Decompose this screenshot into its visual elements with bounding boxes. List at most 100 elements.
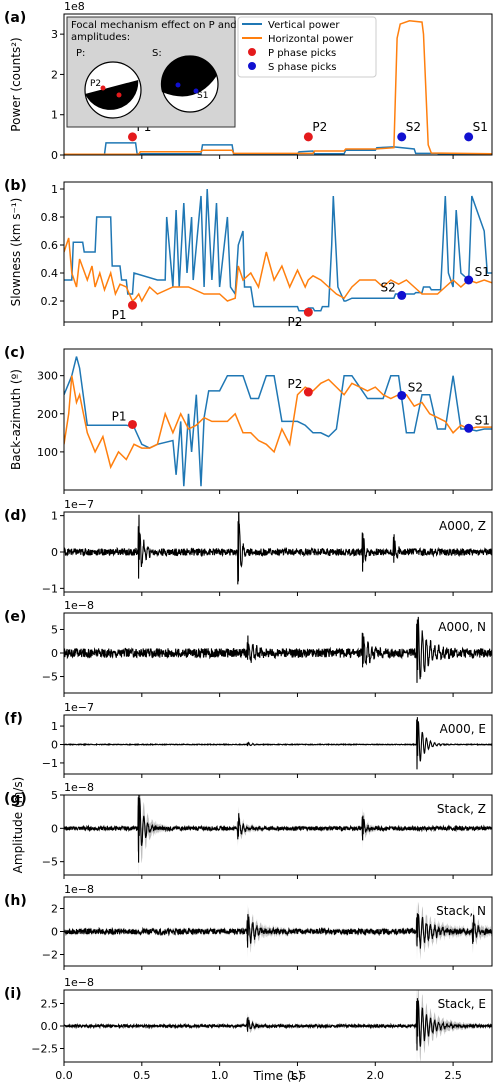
focal-mechanism-inset: Focal mechanism effect on P and Samplitu… <box>66 16 246 128</box>
seismic-trace <box>64 512 492 585</box>
pick-label: P2 <box>312 120 327 134</box>
panel-e: (e) −5 0 5 1e−8 A000, N <box>4 599 493 697</box>
axis-exponent: 1e−7 <box>64 498 94 511</box>
inset-title: Focal mechanism effect on P and S <box>71 20 246 31</box>
x-tick-label: 2.0 <box>367 1069 385 1082</box>
panel-letter: (f) <box>4 711 23 727</box>
panel-letter: (d) <box>4 508 27 524</box>
legend-marker <box>248 48 256 56</box>
axis-exponent: 1e−8 <box>64 883 94 896</box>
pick-marker <box>397 132 407 142</box>
pick-marker <box>464 275 474 285</box>
y-axis-label: Slowness (km s⁻¹) <box>9 198 23 307</box>
pick-marker <box>303 387 313 397</box>
y-tick-label: 0.4 <box>41 267 59 280</box>
shared-y-label: Amplitude (m/s) <box>11 777 25 874</box>
panel-letter: (b) <box>4 178 27 194</box>
axes-frame <box>63 896 493 967</box>
panel-letter: (i) <box>4 986 22 1002</box>
plot-area <box>64 512 492 585</box>
series-line <box>64 375 492 470</box>
y-tick-label: 0 <box>51 149 58 162</box>
uncertainty-band <box>64 795 492 875</box>
y-tick-label: 0.0 <box>41 1020 59 1033</box>
y-tick-label: 0 <box>51 739 58 752</box>
series-line <box>64 20 492 155</box>
panel-d: (d) −1 0 1 1e−7 A000, Z <box>4 498 493 596</box>
y-tick-label: 0 <box>51 926 58 939</box>
panel-letter: (a) <box>4 10 26 26</box>
y-tick-label: 1 <box>51 720 58 733</box>
x-tick-label: 1.5 <box>289 1069 307 1082</box>
y-tick-label: 2 <box>51 903 58 916</box>
axis-exponent: 1e−8 <box>64 976 94 989</box>
pick-marker <box>127 300 137 310</box>
panel-c: (c) 100 200 300 Back-azimuth (º) P1 P2 S2 S1 <box>4 345 493 494</box>
y-tick-label: 0 <box>51 647 58 660</box>
axes-frame <box>63 13 493 156</box>
s1-marker <box>193 88 199 94</box>
plot-area <box>64 20 492 155</box>
panel-f: (f) −1 0 1 1e−7 A000, E <box>4 701 493 778</box>
pick-label: P1 <box>112 409 127 423</box>
axes-frame <box>63 511 493 593</box>
station-label: Stack, Z <box>437 802 486 816</box>
legend-label: P phase picks <box>268 48 336 59</box>
seismic-trace <box>64 795 492 863</box>
legend-marker <box>248 62 256 70</box>
pick-marker <box>397 390 407 400</box>
seismic-trace <box>64 616 492 683</box>
y-tick-label: 5 <box>51 789 58 802</box>
plot-area <box>64 900 492 961</box>
axes-frame <box>63 989 493 1063</box>
panel-letter: (g) <box>4 791 27 807</box>
seismic-trace <box>64 998 492 1051</box>
x-tick-label: 2.5 <box>444 1069 462 1082</box>
s2-label: S2 <box>177 74 188 84</box>
y-tick-label: 0.6 <box>41 239 59 252</box>
legend-label: Horizontal power <box>268 34 354 45</box>
plot-area <box>64 795 492 875</box>
pick-label: P2 <box>287 377 302 391</box>
legend-a: Vertical power Horizontal power P phase pi… <box>237 16 377 78</box>
y-tick-label: 0.8 <box>41 211 59 224</box>
y-tick-label: −1 <box>42 582 58 595</box>
y-tick-label: 3 <box>51 28 58 41</box>
pick-label: S2 <box>406 120 421 134</box>
pick-label: S1 <box>475 413 490 427</box>
y-tick-label: 1 <box>51 510 58 523</box>
y-tick-label: 1 <box>51 183 58 196</box>
plot-area <box>64 717 492 770</box>
axes-frame <box>63 612 493 694</box>
y-tick-label: −2.5 <box>31 1043 58 1056</box>
axis-exponent: 1e−7 <box>64 701 94 714</box>
y-tick-label: 5 <box>51 623 58 636</box>
y-tick-label: 0 <box>51 546 58 559</box>
y-tick-label: −5 <box>42 856 58 869</box>
y-tick-label: 1 <box>51 109 58 122</box>
p2-label: P2 <box>90 79 101 89</box>
plot-area <box>64 616 492 683</box>
pick-label: S2 <box>380 280 395 294</box>
series-line <box>64 188 492 312</box>
s2-marker <box>175 82 181 88</box>
y-tick-label: 200 <box>37 408 58 421</box>
plot-area <box>64 356 492 487</box>
y-axis-label: Back-azimuth (º) <box>9 369 23 470</box>
y-tick-label: −1 <box>42 757 58 770</box>
s1-label: S1 <box>197 91 208 101</box>
p-beachball-quadrant <box>85 80 139 110</box>
axes-frame <box>63 348 493 491</box>
x-tick-label: 0.0 <box>55 1069 73 1082</box>
axis-exponent: 1e8 <box>64 0 85 13</box>
seismic-trace <box>64 913 492 949</box>
p1-label: P1 <box>121 90 132 100</box>
y-tick-label: 2.5 <box>41 998 59 1011</box>
pick-label: P1 <box>112 308 127 322</box>
station-label: A000, E <box>440 722 486 736</box>
series-line <box>64 237 492 303</box>
pick-marker <box>127 419 137 429</box>
pick-label: S1 <box>475 265 490 279</box>
p2-marker <box>100 85 106 91</box>
